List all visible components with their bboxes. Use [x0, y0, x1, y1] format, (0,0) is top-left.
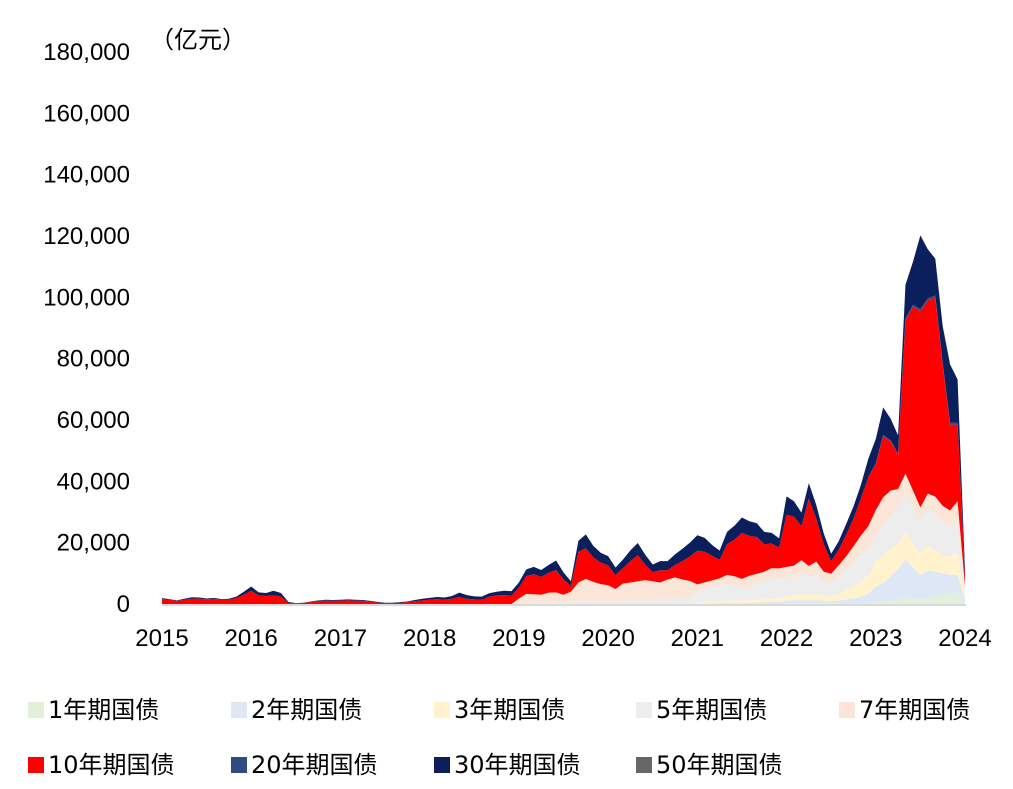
- y-tick-label: 100,000: [43, 284, 130, 311]
- legend-label: 5年期国债: [656, 696, 767, 724]
- x-tick-label: 2021: [671, 625, 724, 652]
- legend-label: 10年期国债: [48, 751, 175, 779]
- x-tick-label: 2024: [938, 625, 991, 652]
- legend-item: 30年期国债: [434, 751, 581, 779]
- legend-swatch: [231, 702, 247, 718]
- legend-swatch: [636, 757, 652, 773]
- legend-swatch: [434, 702, 450, 718]
- legend-item: 7年期国债: [839, 696, 970, 724]
- x-tick-label: 2018: [403, 625, 456, 652]
- x-tick-label: 2016: [225, 625, 278, 652]
- legend-item: 2年期国债: [231, 696, 362, 724]
- legend-swatch: [434, 757, 450, 773]
- stacked-areas: [162, 235, 965, 604]
- y-tick-label: 180,000: [43, 39, 130, 66]
- y-axis: 0 20,000 40,000 60,000 80,000 100,000 120,000 1…: [43, 39, 130, 618]
- y-tick-label: 140,000: [43, 162, 130, 189]
- area-series-1: [162, 559, 965, 604]
- legend-swatch: [28, 702, 44, 718]
- x-tick-label: 2022: [760, 625, 813, 652]
- legend-label: 50年期国债: [656, 751, 783, 779]
- legend-label: 30年期国债: [454, 751, 581, 779]
- legend-swatch: [231, 757, 247, 773]
- x-tick-label: 2023: [849, 625, 902, 652]
- legend-item: 50年期国债: [636, 751, 783, 779]
- legend-label: 7年期国债: [859, 696, 970, 724]
- legend-label: 3年期国债: [454, 696, 565, 724]
- x-tick-label: 2020: [581, 625, 634, 652]
- legend-label: 1年期国债: [48, 696, 159, 724]
- y-tick-label: 60,000: [57, 407, 130, 434]
- y-tick-label: 20,000: [57, 530, 130, 557]
- legend-swatch: [28, 757, 44, 773]
- y-tick-label: 0: [117, 591, 130, 618]
- legend-item: 10年期国债: [28, 751, 175, 779]
- x-tick-label: 2015: [135, 625, 188, 652]
- x-tick-label: 2019: [492, 625, 545, 652]
- legend-swatch: [636, 702, 652, 718]
- x-tick-label: 2017: [314, 625, 367, 652]
- area-series-5: [162, 297, 965, 604]
- legend-item: 1年期国债: [28, 696, 159, 724]
- x-axis: 2015 2016 2017 2018 2019 2020 2021 2022 2023 2024: [135, 625, 991, 652]
- y-tick-label: 120,000: [43, 223, 130, 250]
- legend-item: 3年期国债: [434, 696, 565, 724]
- legend-item: 20年期国债: [231, 751, 378, 779]
- y-tick-label: 40,000: [57, 468, 130, 495]
- legend-label: 2年期国债: [251, 696, 362, 724]
- legend-swatch: [839, 702, 855, 718]
- legend-label: 20年期国债: [251, 751, 378, 779]
- area-series-0: [162, 593, 965, 604]
- legend: 1年期国债 2年期国债 3年期国债 5年期国债 7年期国债 10年期国债 20年期国债 30年…: [28, 696, 970, 779]
- y-tick-label: 80,000: [57, 346, 130, 373]
- unit-label: （亿元）: [150, 26, 246, 54]
- y-tick-label: 160,000: [43, 100, 130, 127]
- legend-item: 5年期国债: [636, 696, 767, 724]
